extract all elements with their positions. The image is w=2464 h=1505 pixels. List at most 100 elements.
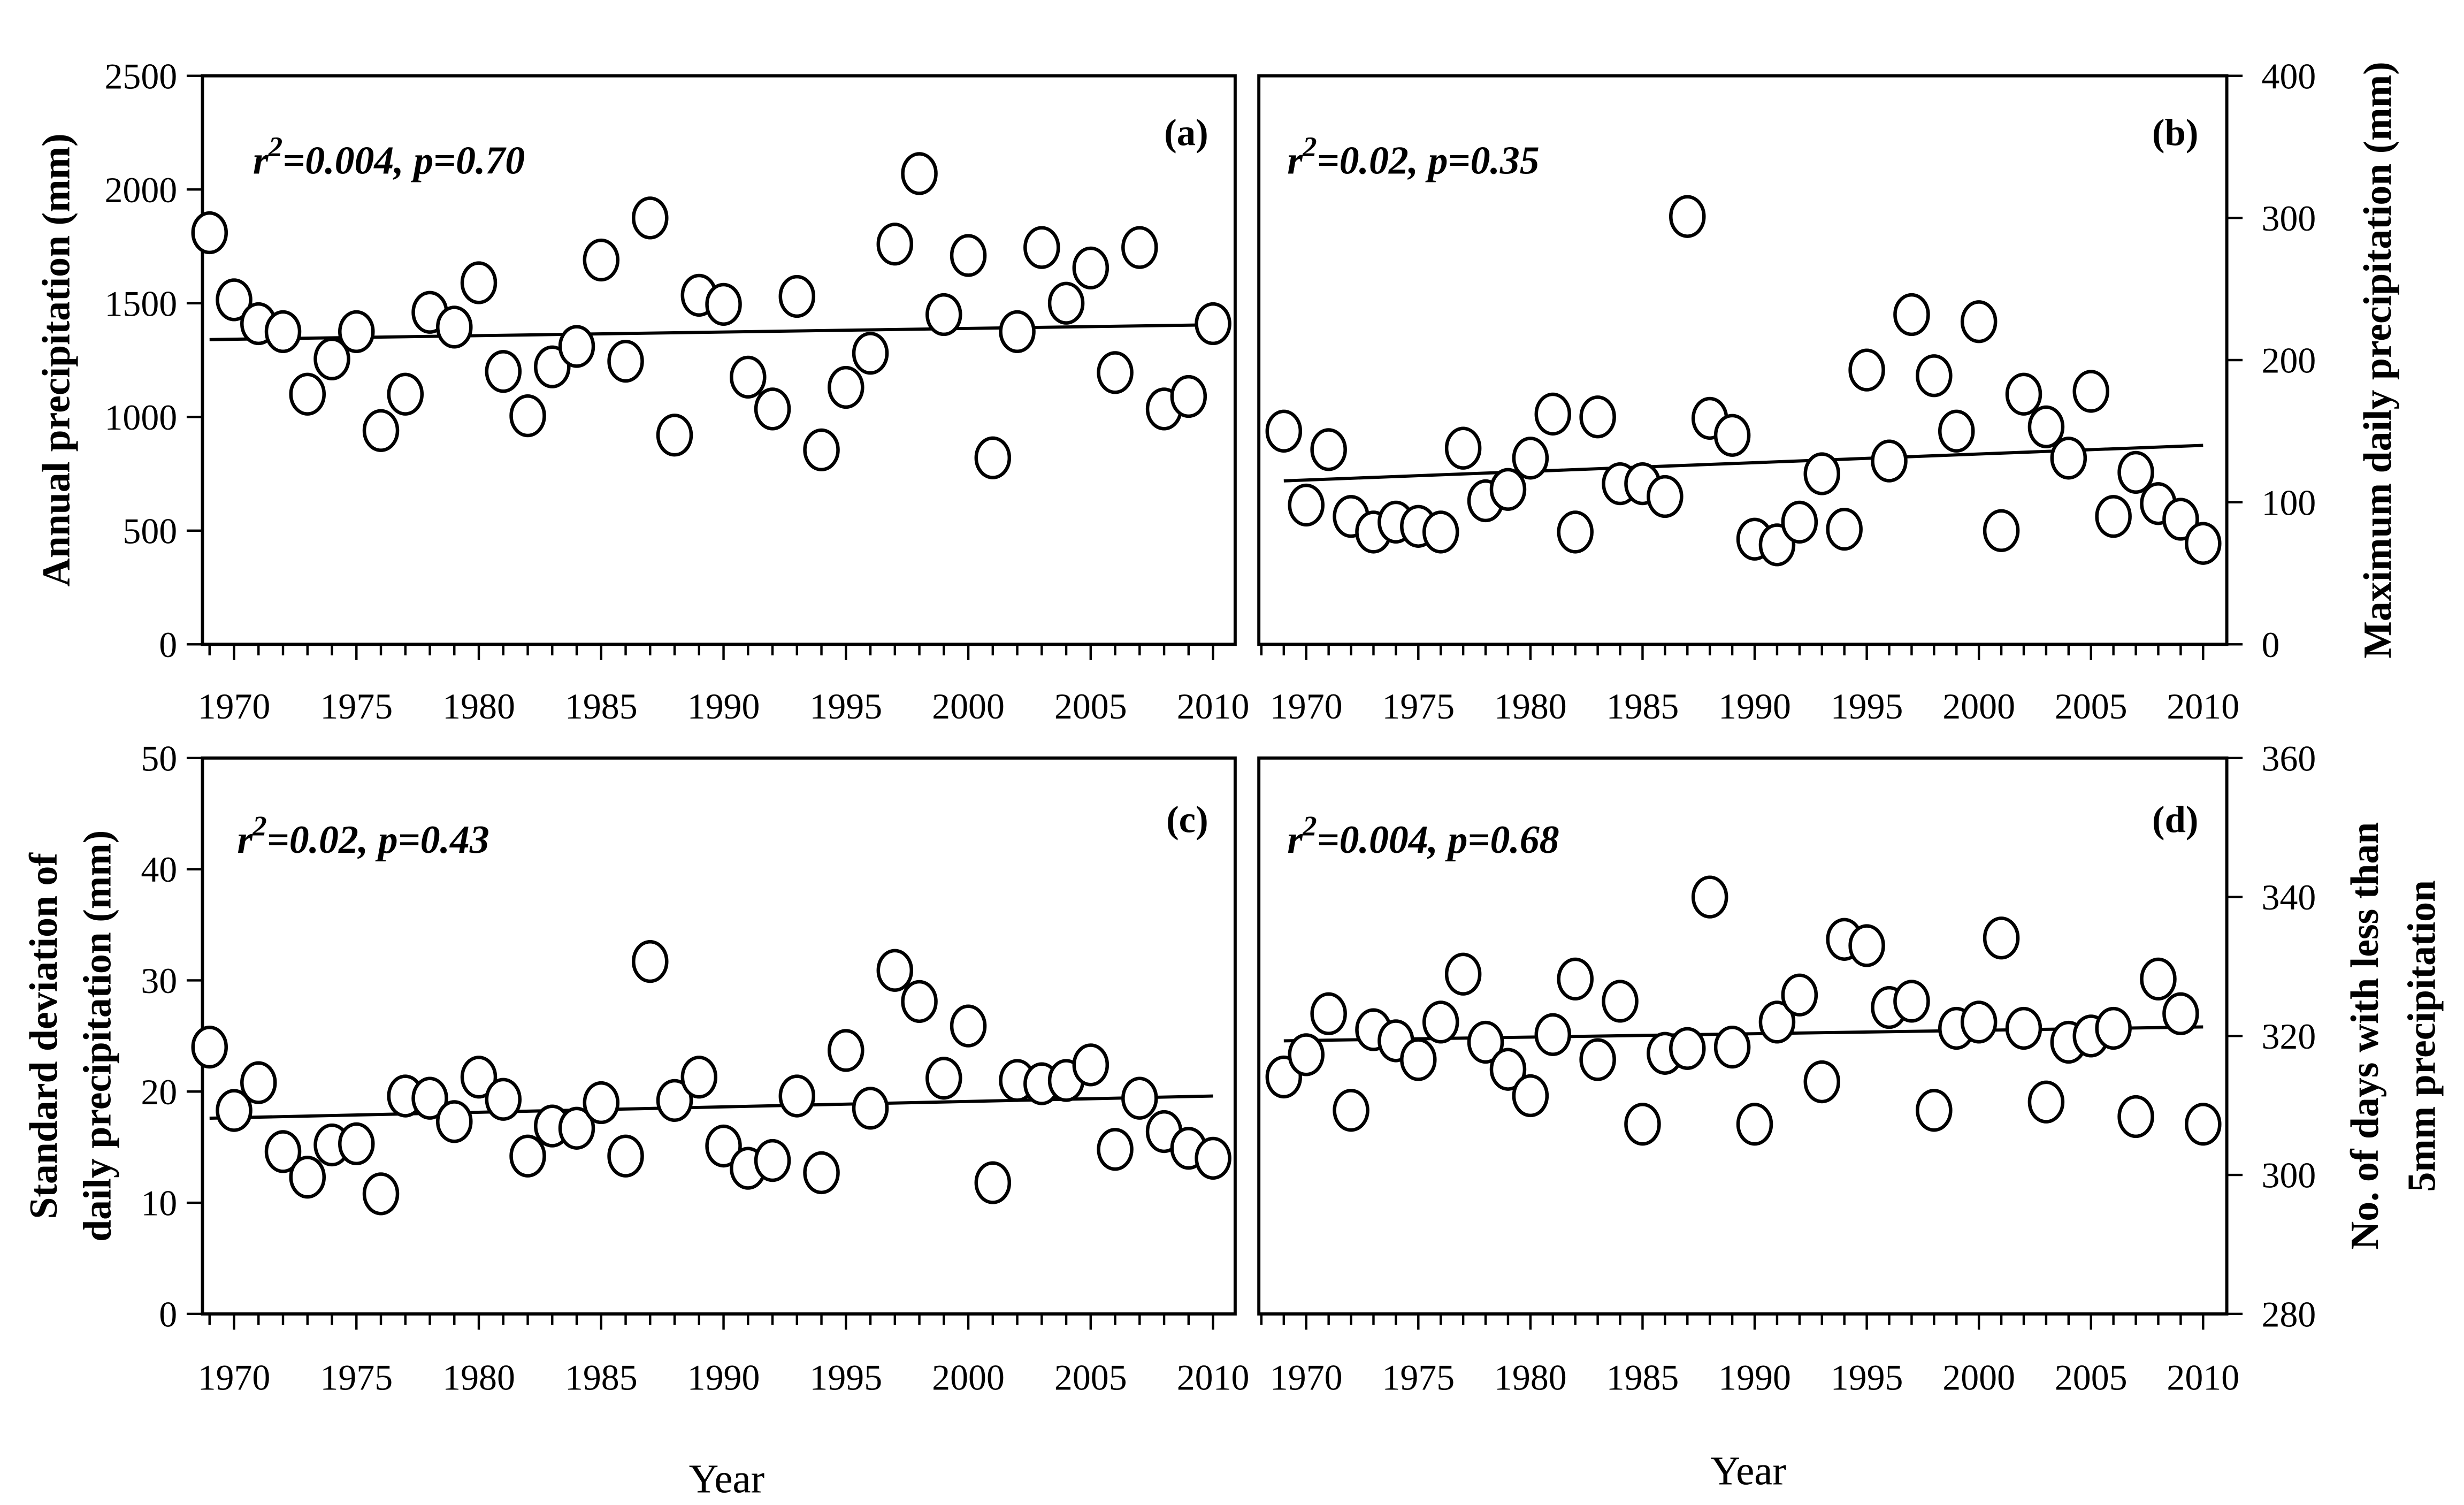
data-point-1996: [1871, 439, 1908, 483]
panel-b: 1970 1975 1980 1985 1990 1995 2000 2005 2010 0 100…: [1257, 56, 2399, 1494]
x-tick-label: 2010: [2167, 686, 2239, 727]
data-point-1976: [1422, 510, 1459, 554]
y-tick-label: 40: [141, 850, 177, 890]
stat-r-superscript: 2: [268, 132, 283, 163]
data-point-2002: [999, 310, 1036, 354]
y-tick-label: 30: [141, 961, 177, 1001]
data-point-1970: [1288, 483, 1325, 527]
data-point-2002: [2005, 1006, 2042, 1050]
data-point-1997: [876, 223, 914, 266]
stat-values: =0.02, p=0.43: [267, 818, 489, 861]
regression-stats: r2=0.02, p=0.43: [237, 811, 489, 861]
panel-label: (c): [1166, 799, 1208, 841]
x-tick-label: 1975: [1382, 686, 1455, 727]
data-point-1975: [1400, 1038, 1437, 1081]
data-point-1983: [1579, 1038, 1616, 1081]
data-point-1982: [1557, 510, 1594, 554]
y-tick-label: 20: [141, 1072, 177, 1112]
y-tick-label: 2000: [104, 170, 177, 210]
data-point-1979: [1489, 468, 1527, 511]
data-point-2007: [1121, 226, 1158, 269]
data-point-1976: [1422, 1000, 1459, 1044]
regression-stats: r2=0.02, p=0.35: [1287, 132, 1539, 182]
data-point-1984: [558, 325, 595, 368]
data-point-1979: [1489, 1048, 1527, 1091]
x-tick-label: 1975: [320, 1358, 393, 1398]
y-tick-label: 300: [2262, 1156, 2316, 1196]
y-tick-label: 2500: [104, 56, 177, 96]
y-axis-label: Maximum daily precipitation (mm): [2355, 62, 2399, 659]
data-point-1998: [901, 980, 938, 1023]
data-point-1981: [485, 1078, 522, 1121]
data-point-1999: [925, 1057, 962, 1100]
data-point-2004: [2050, 437, 2087, 480]
data-point-1995: [828, 1029, 864, 1072]
data-point-1985: [583, 238, 620, 282]
x-tick-label: 1995: [1831, 686, 1903, 727]
trend-line: [1283, 444, 2203, 483]
data-point-1969: [1265, 409, 1303, 453]
regression-stats: r2=0.004, p=0.70: [253, 132, 525, 182]
data-point-1973: [289, 372, 326, 416]
data-point-1982: [509, 1134, 546, 1178]
x-tick-label: 2000: [1942, 686, 2015, 727]
data-point-2003: [1023, 226, 1060, 269]
data-point-1990: [705, 282, 742, 326]
stat-values: =0.004, p=0.68: [1317, 818, 1559, 861]
data-point-1993: [778, 274, 816, 318]
x-tick-label: 2005: [2055, 686, 2128, 727]
plot-frame: [201, 74, 1237, 646]
data-point-1991: [1758, 1000, 1796, 1044]
data-point-1972: [264, 1130, 302, 1173]
data-point-2009: [2162, 992, 2199, 1035]
data-point-1998: [901, 152, 938, 195]
data-point-1971: [1310, 428, 1347, 471]
x-tick-label: 1985: [1606, 1358, 1679, 1398]
data-point-1971: [1310, 992, 1347, 1035]
panel-label: (a): [1164, 112, 1208, 154]
y-axis-label: Annual precipitation (mm): [34, 133, 78, 586]
data-point-2003: [2027, 405, 2065, 448]
data-point-1978: [411, 1076, 448, 1120]
x-tick-label: 1970: [198, 1358, 271, 1398]
x-tick-label: 1980: [1494, 686, 1567, 727]
data-point-1971: [240, 1061, 277, 1104]
y-tick-label: 100: [2262, 483, 2316, 523]
x-tick-label: 2000: [932, 686, 1005, 727]
x-axis-label: Year: [1711, 1448, 1786, 1494]
data-point-1980: [1512, 1074, 1549, 1118]
data-point-1992: [1781, 500, 1818, 544]
stat-r: r: [1287, 818, 1303, 861]
data-point-1997: [876, 949, 914, 992]
x-tick-label: 1985: [565, 686, 638, 727]
y-axis-label: 5mm precipitation: [2399, 880, 2443, 1192]
trend-line: [209, 323, 1213, 341]
data-point-1993: [778, 1074, 816, 1118]
data-point-2008: [2140, 957, 2177, 1000]
x-tick-label: 1970: [1270, 686, 1343, 727]
data-point-1989: [680, 1056, 718, 1099]
data-point-1984: [1602, 980, 1639, 1023]
data-point-1998: [1916, 1089, 1953, 1132]
data-point-1996: [852, 1087, 889, 1130]
data-point-1977: [1444, 426, 1482, 470]
x-tick-label: 1990: [1718, 686, 1791, 727]
y-axis-label: No. of days with less than: [2343, 822, 2386, 1250]
stat-values: =0.02, p=0.35: [1317, 139, 1540, 182]
x-tick-label: 1975: [1382, 1358, 1455, 1398]
data-point-2007: [2117, 1095, 2154, 1139]
data-point-1993: [1803, 1060, 1841, 1104]
data-point-1975: [338, 1122, 375, 1166]
data-point-1980: [1512, 437, 1549, 480]
data-point-2000: [1960, 1000, 1998, 1044]
data-point-1994: [803, 1151, 840, 1195]
y-tick-label: 1500: [104, 284, 177, 324]
x-tick-label: 2005: [1054, 686, 1127, 727]
data-point-2001: [974, 1161, 1012, 1204]
data-point-2001: [1983, 916, 2020, 960]
data-point-1970: [1288, 1033, 1325, 1076]
data-point-1985: [583, 1081, 620, 1125]
data-point-2005: [2072, 370, 2109, 413]
x-tick-label: 1970: [1270, 1358, 1343, 1398]
data-point-2007: [2117, 450, 2154, 494]
